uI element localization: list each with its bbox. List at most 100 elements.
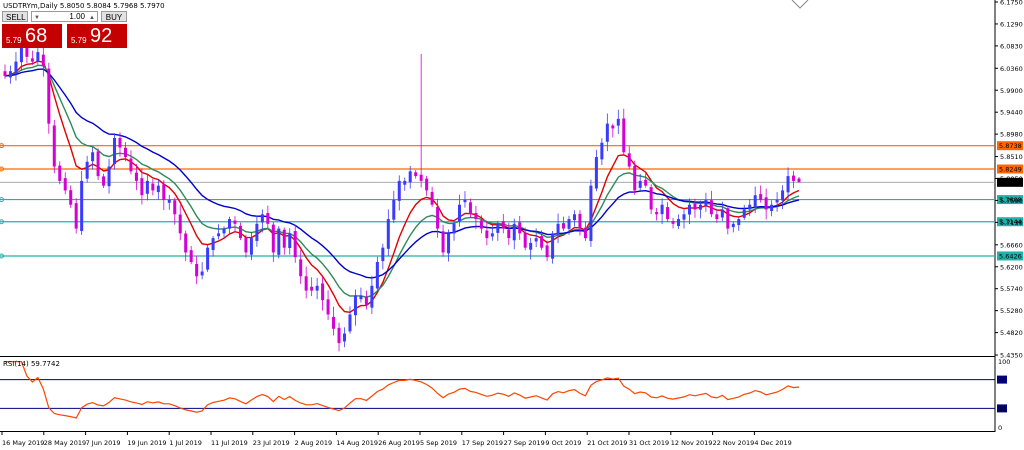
- candle-body: [677, 219, 681, 227]
- candle-body: [567, 219, 571, 229]
- level-price-label: 5.7608: [999, 196, 1022, 204]
- candle-body: [764, 197, 768, 210]
- price-tick-label: 5.4820: [1000, 329, 1023, 337]
- candle-body: [206, 247, 210, 270]
- candle-body: [792, 175, 796, 181]
- candle-body: [52, 125, 56, 167]
- date-axis: 16 May 2019 28 May 2019 7 Jun 2019 19 Jun 2…: [1, 431, 792, 447]
- candle-body: [518, 222, 522, 234]
- rsi-title: RSI(14) 59.7742: [3, 360, 60, 368]
- candle-body: [271, 224, 275, 253]
- candle-body: [600, 142, 604, 160]
- candle-body: [408, 171, 412, 183]
- candle-body: [36, 52, 40, 62]
- buy-price-box[interactable]: 5.79 92: [67, 24, 127, 48]
- candle-body: [326, 299, 330, 315]
- candle-body: [709, 200, 713, 215]
- candle-body: [134, 172, 138, 181]
- level-price-tag: [997, 195, 1023, 205]
- candle-body: [392, 199, 396, 220]
- level-price-label: 5.6426: [999, 252, 1022, 260]
- buy-button[interactable]: BUY: [101, 11, 127, 22]
- candle-body: [332, 316, 336, 329]
- candle-body: [748, 204, 752, 210]
- lot-size-input[interactable]: ▼ 1.00 ▲: [31, 11, 98, 22]
- candle-body: [195, 263, 199, 277]
- candle-body: [578, 213, 582, 229]
- candle-body: [572, 214, 576, 221]
- candle-body: [178, 214, 182, 234]
- candle-body: [775, 199, 779, 203]
- candle-body: [386, 219, 390, 249]
- price-tick-label: 6.1290: [1000, 20, 1023, 28]
- price-tick-label: 5.6200: [1000, 263, 1023, 271]
- candle-body: [436, 206, 440, 229]
- rsi-panel: 70 30 100 0: [0, 358, 1010, 432]
- date-tick-label: 1 Jul 2019: [169, 439, 202, 447]
- candle-body: [540, 236, 544, 248]
- candle-body: [211, 238, 215, 251]
- rsi-line: [5, 361, 800, 419]
- candle-body: [479, 220, 483, 229]
- lot-decrease-icon[interactable]: ▼: [34, 15, 40, 21]
- candle-body: [474, 212, 478, 220]
- candle-body: [228, 219, 232, 229]
- buy-price-big: 92: [90, 25, 113, 47]
- candle-body: [63, 178, 67, 191]
- level-price-tag: [997, 164, 1023, 174]
- candle-body: [638, 180, 642, 188]
- candle-body: [47, 68, 51, 124]
- candle-body: [375, 261, 379, 289]
- candle-body: [490, 233, 494, 237]
- rsi-level-label: 70: [998, 376, 1006, 384]
- moving-averages-layer: [4, 60, 800, 314]
- sell-price-box[interactable]: 5.79 68: [2, 24, 62, 48]
- candle-body: [496, 223, 500, 233]
- date-tick-label: 16 May 2019: [2, 439, 44, 447]
- date-tick-label: 11 Jul 2019: [211, 439, 248, 447]
- candle-body: [507, 229, 511, 239]
- sell-button[interactable]: SELL: [2, 11, 28, 22]
- date-tick-label: 9 Oct 2019: [545, 439, 581, 447]
- date-tick-label: 22 Nov 2019: [713, 439, 755, 447]
- price-tick-label: 5.8980: [1000, 131, 1023, 139]
- candle-body: [468, 202, 472, 215]
- candle-body: [419, 174, 423, 181]
- candle-body: [463, 199, 467, 203]
- candle-body: [441, 231, 445, 253]
- candle-body: [260, 214, 264, 223]
- candle-body: [414, 172, 418, 177]
- candle-body: [605, 123, 609, 142]
- candle-body: [562, 223, 566, 229]
- candle-body: [370, 285, 374, 308]
- symbol-title: USDTRYm,Daily 5.8050 5.8084 5.7968 5.797…: [3, 2, 165, 10]
- date-tick-label: 14 Aug 2019: [336, 439, 378, 447]
- current-price-tag: [997, 177, 1023, 187]
- rsi-axis-label: 0: [998, 424, 1002, 432]
- candle-body: [249, 238, 253, 255]
- level-price-label: 5.7144: [999, 218, 1022, 226]
- candle-body: [781, 190, 785, 201]
- candle-body: [545, 245, 549, 258]
- scroll-arrow-icon[interactable]: [791, 0, 809, 9]
- date-tick-label: 2 Aug 2019: [295, 439, 333, 447]
- price-tick-label: 5.4350: [1000, 352, 1023, 360]
- price-tick-label: 5.7130: [1000, 219, 1023, 227]
- candle-body: [91, 152, 95, 162]
- price-tick-label: 5.5280: [1000, 307, 1023, 315]
- candle-body: [140, 178, 144, 196]
- candle-body: [293, 231, 297, 258]
- candle-body: [19, 47, 23, 63]
- candle-body: [622, 118, 626, 153]
- candle-body: [759, 194, 763, 200]
- price-tick-label: 5.8510: [1000, 153, 1023, 161]
- candle-body: [551, 233, 555, 259]
- lot-increase-icon[interactable]: ▲: [89, 15, 95, 21]
- candle-body: [501, 221, 505, 229]
- date-tick-label: 19 Jun 2019: [127, 439, 166, 447]
- price-tick-label: 5.6660: [1000, 241, 1023, 249]
- candle-body: [556, 223, 560, 235]
- price-tick-label: 6.1750: [1000, 0, 1023, 7]
- candle-body: [222, 228, 226, 234]
